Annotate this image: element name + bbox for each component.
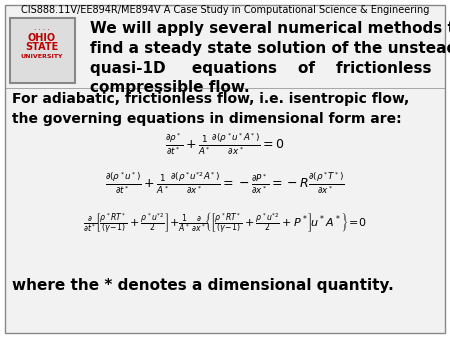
Text: OHIO: OHIO bbox=[28, 33, 56, 43]
Text: $\frac{\partial}{\partial t^*}\!\left[\frac{\rho^* RT^*}{(\gamma\!-\!1)}+\frac{\: $\frac{\partial}{\partial t^*}\!\left[\f… bbox=[83, 211, 367, 236]
Text: We will apply several numerical methods to
find a steady state solution of the u: We will apply several numerical methods … bbox=[90, 21, 450, 95]
Text: UNIVERSITY: UNIVERSITY bbox=[21, 54, 63, 59]
Text: CIS888.11V/EE894R/ME894V A Case Study in Computational Science & Engineering: CIS888.11V/EE894R/ME894V A Case Study in… bbox=[21, 5, 429, 15]
Text: where the * denotes a dimensional quantity.: where the * denotes a dimensional quanti… bbox=[12, 278, 394, 293]
Text: $\frac{\partial(\rho^* u^*)}{\partial t^*}+\frac{1}{A^*}\frac{\partial(\rho^* u^: $\frac{\partial(\rho^* u^*)}{\partial t^… bbox=[105, 170, 345, 196]
Text: · · · ·: · · · · bbox=[34, 27, 50, 33]
Bar bbox=[10, 18, 75, 83]
Text: STATE: STATE bbox=[25, 42, 58, 52]
Text: $\frac{\partial \rho^*}{\partial t^*}+\frac{1}{A^*}\frac{\partial(\rho^* u^* A^*: $\frac{\partial \rho^*}{\partial t^*}+\f… bbox=[165, 131, 285, 157]
Text: For adiabatic, frictionless flow, i.e. isentropic flow,
the governing equations : For adiabatic, frictionless flow, i.e. i… bbox=[12, 92, 409, 125]
